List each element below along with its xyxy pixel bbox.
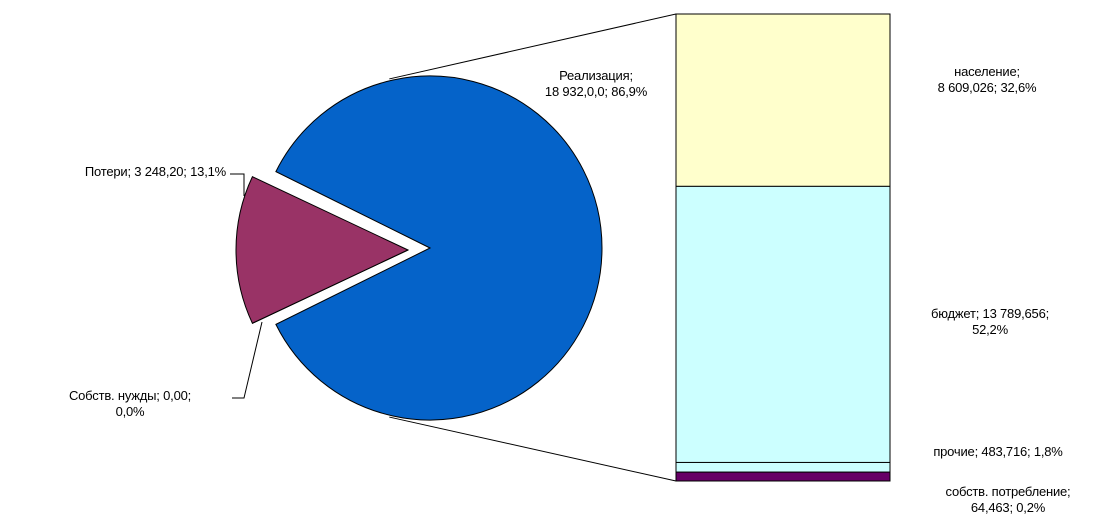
connector-bottom: [389, 416, 677, 482]
connector-top: [389, 13, 677, 80]
bar-segment-own-consumption: [675, 471, 891, 482]
label-other: прочие; 483,716; 1,8%: [933, 444, 1063, 459]
data-labels: Реализация; 18 932,0,0; 86,9% Потери; 3 24…: [69, 64, 1071, 515]
connector-lines: [389, 13, 677, 482]
label-losses: Потери; 3 248,20; 13,1%: [85, 164, 227, 179]
leader-own-needs: [232, 321, 263, 399]
label-realization: Реализация; 18 932,0,0; 86,9%: [545, 68, 648, 99]
bar-segment-budget: [675, 185, 891, 463]
pie-area: [232, 75, 603, 421]
bar-segment-population: [675, 13, 891, 187]
label-population: население; 8 609,026; 32,6%: [938, 64, 1037, 95]
leader-losses: [230, 173, 245, 196]
pie-slice-losses: [235, 176, 410, 324]
label-own-consumption: собств. потребление; 64,463; 0,2%: [946, 484, 1071, 515]
pie-slice-realization: [275, 75, 603, 421]
bar-stack: [675, 13, 891, 482]
leader-lines: [230, 173, 263, 399]
pie-slice-own-needs: [252, 249, 409, 324]
bar-segment-other: [675, 461, 891, 473]
label-budget: бюджет; 13 789,656; 52,2%: [931, 306, 1049, 337]
label-own-needs: Собств. нужды; 0,00; 0,0%: [69, 388, 191, 419]
